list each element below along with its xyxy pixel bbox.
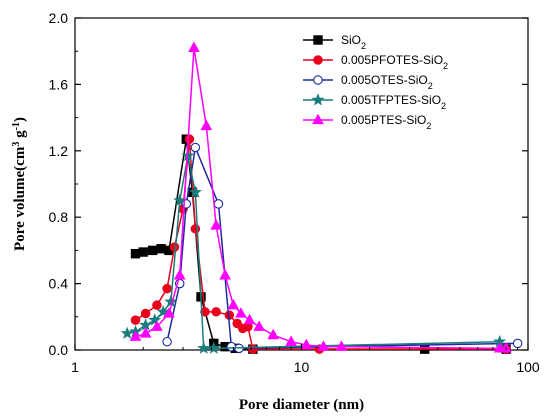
- series-3: [162, 142, 523, 354]
- data-point: [190, 142, 201, 153]
- data-point: [151, 320, 163, 331]
- legend-item-1: SiO2: [303, 33, 366, 51]
- data-point: [235, 307, 247, 318]
- data-point: [190, 224, 201, 234]
- legend-label: 0.005TFPTES-SiO2: [341, 93, 446, 111]
- data-point: [130, 249, 141, 259]
- legend-marker: [311, 93, 325, 106]
- data-point: [148, 313, 162, 326]
- series-layer: [120, 41, 523, 354]
- series-2: [130, 134, 511, 354]
- legend-item-2: 0.005PFOTES-SiO2: [303, 53, 448, 71]
- series-1: [130, 134, 511, 354]
- axes-layer: 0.0 0.4 0.8 1.2 1.6 2.0 1 10 100 Pore diameter (n…: [11, 10, 540, 413]
- data-point: [152, 300, 162, 310]
- data-point: [243, 313, 256, 325]
- data-point: [226, 341, 237, 352]
- data-point: [335, 340, 348, 351]
- data-point: [156, 305, 170, 318]
- legend-label: 0.005PTES-SiO2: [341, 113, 431, 131]
- y-tick-label: 2.0: [49, 10, 69, 26]
- data-point: [173, 269, 186, 280]
- data-point: [267, 328, 280, 340]
- data-point: [512, 338, 523, 349]
- data-point: [138, 247, 148, 257]
- legend-marker: [313, 75, 323, 85]
- data-point: [130, 315, 141, 325]
- data-point: [227, 298, 240, 310]
- legend-item-5: 0.005PTES-SiO2: [303, 113, 431, 131]
- legend-item-4: 0.005TFPTES-SiO2: [303, 93, 446, 111]
- data-point: [120, 326, 134, 339]
- data-point: [197, 341, 211, 354]
- legend-label: 0.005PFOTES-SiO2: [341, 53, 448, 71]
- legend-marker: [313, 55, 323, 65]
- series-5: [129, 41, 512, 353]
- data-point: [163, 307, 175, 318]
- data-point: [317, 340, 330, 351]
- x-tick-label: 10: [294, 359, 310, 375]
- data-point: [129, 330, 142, 341]
- data-point: [200, 307, 210, 317]
- data-point: [211, 307, 221, 317]
- plot-area: [74, 17, 529, 351]
- y-tick-label: 1.2: [49, 143, 69, 159]
- data-point: [162, 283, 172, 294]
- data-point: [188, 41, 200, 53]
- data-point: [200, 119, 213, 131]
- data-point: [300, 338, 313, 350]
- data-point: [139, 327, 152, 338]
- data-point: [162, 336, 172, 347]
- data-point: [147, 245, 158, 256]
- legend-item-3: 0.005OTES-SiO2: [303, 73, 433, 91]
- data-point: [188, 185, 202, 198]
- y-tick-label: 0.8: [49, 209, 69, 225]
- legend-label: SiO2: [341, 33, 366, 51]
- legend-label: 0.005OTES-SiO2: [341, 73, 433, 91]
- data-point: [207, 341, 221, 354]
- legend-marker: [313, 35, 323, 45]
- x-axis-title: Pore diameter (nm): [239, 397, 364, 413]
- data-point: [184, 134, 195, 144]
- data-point: [210, 219, 223, 230]
- data-point: [156, 244, 166, 254]
- x-tick-label: 1: [71, 359, 79, 375]
- y-tick-label: 0.4: [49, 276, 69, 292]
- data-point: [213, 199, 224, 209]
- y-axis-title: Pore volume(cm3 g-1): [11, 117, 29, 251]
- plot-border: [74, 17, 529, 351]
- data-point: [285, 335, 297, 346]
- data-point: [253, 320, 265, 331]
- data-point: [219, 269, 231, 280]
- y-tick-label: 1.6: [49, 76, 69, 92]
- y-tick-label: 0.0: [49, 342, 69, 358]
- data-point: [169, 242, 180, 252]
- x-tick-label: 100: [516, 359, 540, 375]
- legend-marker: [312, 113, 324, 125]
- data-point: [140, 308, 151, 319]
- legend: SiO2 0.005PFOTES-SiO2 0.005OTES-SiO2 0.005T…: [303, 33, 448, 131]
- series-line: [135, 47, 507, 350]
- data-point: [248, 344, 258, 354]
